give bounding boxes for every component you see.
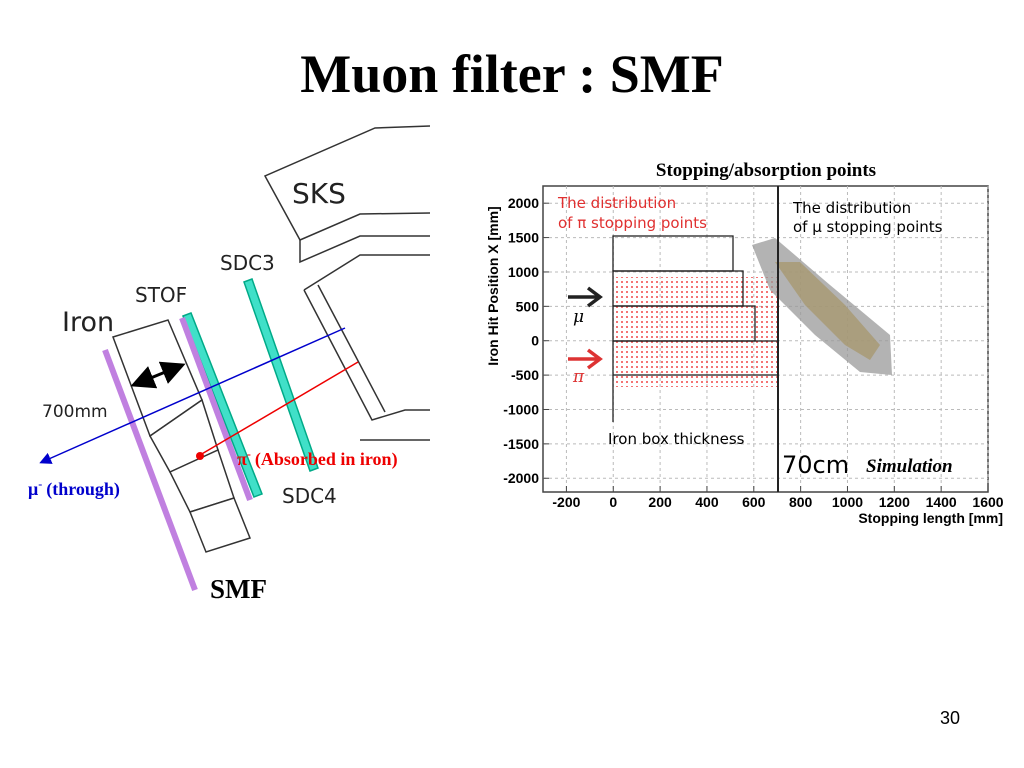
page-number: 30 bbox=[940, 708, 960, 728]
pi-dist-label: The distribution bbox=[557, 194, 676, 212]
mu-dist-label: of μ stopping points bbox=[793, 218, 943, 236]
mu-label: μ- (through) bbox=[28, 477, 120, 500]
pi-label: π- (Absorbed in iron) bbox=[237, 447, 398, 470]
sdc3-label: SDC3 bbox=[220, 251, 275, 275]
pi-charge: - bbox=[247, 447, 251, 461]
pi-symbol: π bbox=[237, 449, 247, 469]
y-tick-label: -2000 bbox=[503, 470, 539, 486]
iron-label: Iron bbox=[62, 307, 114, 338]
pi-dist-label: of π stopping points bbox=[558, 214, 707, 232]
y-tick-label: -1500 bbox=[503, 436, 539, 452]
mu-arrow-label: μ bbox=[573, 307, 584, 327]
x-tick-label: 200 bbox=[648, 494, 672, 510]
mu-symbol: μ bbox=[28, 479, 38, 499]
box-label: Iron box thickness bbox=[608, 430, 745, 448]
x-tick-label: 800 bbox=[789, 494, 813, 510]
y-tick-label: -1000 bbox=[503, 401, 539, 417]
smf-label: SMF bbox=[210, 574, 267, 604]
x-tick-label: 1400 bbox=[926, 494, 957, 510]
sks-label: SKS bbox=[292, 177, 346, 210]
simulation-label: Simulation bbox=[866, 456, 953, 477]
y-tick-label: 0 bbox=[531, 333, 539, 349]
y-tick-label: -500 bbox=[511, 367, 539, 383]
slide-title: Muon filter : SMF bbox=[300, 44, 723, 104]
cut-label: 70cm bbox=[782, 451, 849, 479]
pi-arrow bbox=[568, 348, 603, 370]
y-tick-label: 500 bbox=[516, 298, 540, 314]
x-tick-label: 1200 bbox=[879, 494, 910, 510]
mu-arrow bbox=[568, 286, 603, 308]
y-tick-label: 2000 bbox=[508, 195, 539, 211]
pi-distribution bbox=[613, 277, 778, 387]
mu-dist-label: The distribution bbox=[792, 199, 911, 217]
x-axis-label: Stopping length [mm] bbox=[858, 510, 1003, 526]
detector-diagram bbox=[39, 125, 431, 592]
chart-title: Stopping/absorption points bbox=[656, 160, 876, 181]
mu-charge: - bbox=[38, 477, 42, 491]
length-label: 700mm bbox=[42, 402, 108, 422]
mu-text: (through) bbox=[46, 479, 120, 500]
x-tick-label: -200 bbox=[552, 494, 580, 510]
sdc4-label: SDC4 bbox=[282, 484, 337, 508]
x-tick-label: 1600 bbox=[972, 494, 1003, 510]
x-tick-label: 400 bbox=[695, 494, 719, 510]
x-tick-label: 0 bbox=[609, 494, 617, 510]
pi-arrow-label: π bbox=[572, 367, 585, 387]
x-tick-label: 600 bbox=[742, 494, 766, 510]
y-tick-label: 1500 bbox=[508, 230, 539, 246]
x-tick-label: 1000 bbox=[832, 494, 863, 510]
y-axis-label: Iron Hit Position X [mm] bbox=[485, 206, 501, 365]
chart: -200 0 200 400 600 800 1000 1200 1400 1600-2000-1… bbox=[485, 160, 1004, 526]
pi-text: (Absorbed in iron) bbox=[255, 449, 398, 470]
y-tick-label: 1000 bbox=[508, 264, 539, 280]
stof-label: STOF bbox=[135, 283, 187, 307]
mu-core bbox=[775, 262, 880, 360]
